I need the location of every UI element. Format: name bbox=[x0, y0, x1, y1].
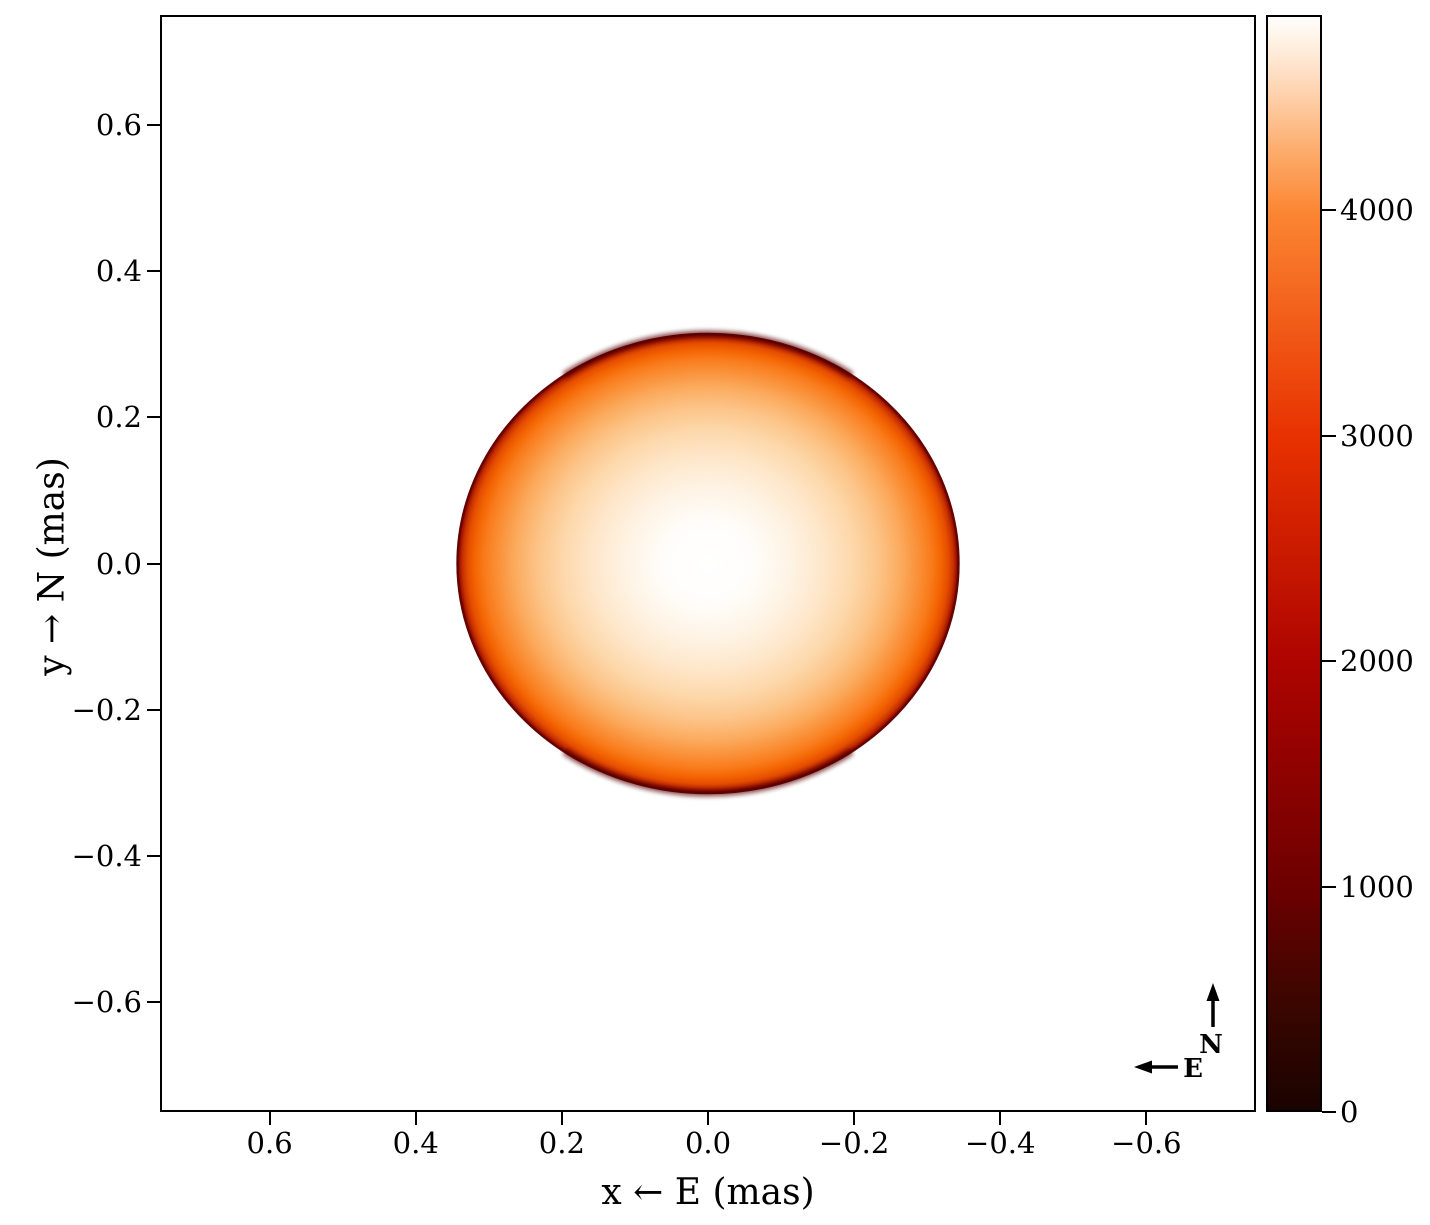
y-tick bbox=[147, 416, 160, 419]
plot-canvas: N E bbox=[456, 330, 1223, 1084]
disk-polar-limb-top bbox=[562, 330, 854, 379]
compass-east-label: E bbox=[1183, 1054, 1203, 1084]
y-tick bbox=[147, 562, 160, 565]
colorbar-tick bbox=[1322, 1111, 1336, 1113]
compass: N E bbox=[1134, 983, 1223, 1084]
colorbar-tick bbox=[1322, 885, 1336, 888]
colorbar-tick-label: 2000 bbox=[1340, 644, 1414, 679]
y-tick-label: −0.6 bbox=[71, 985, 142, 1020]
y-tick-label: 0.0 bbox=[95, 546, 142, 581]
colorbar-tick bbox=[1322, 209, 1336, 212]
y-tick-label: −0.2 bbox=[71, 692, 142, 727]
colorbar-tick bbox=[1322, 434, 1336, 437]
x-tick-label: 0.2 bbox=[538, 1126, 585, 1160]
compass-north-label: N bbox=[1199, 1030, 1223, 1060]
x-axis-label: x ← E (mas) bbox=[601, 1172, 815, 1213]
colorbar-tick-label: 0 bbox=[1340, 1095, 1359, 1129]
x-tick bbox=[414, 1112, 417, 1125]
colorbar-tick-label: 4000 bbox=[1340, 193, 1414, 228]
y-tick-label: −0.4 bbox=[71, 839, 142, 874]
x-tick bbox=[707, 1112, 709, 1125]
y-tick bbox=[147, 855, 160, 858]
colorbar-tick bbox=[1322, 660, 1336, 663]
x-tick-label: −0.6 bbox=[1111, 1126, 1182, 1160]
plot-area: N E bbox=[160, 15, 1256, 1112]
north-arrowhead-icon bbox=[1206, 983, 1220, 1001]
y-tick bbox=[147, 1001, 160, 1004]
colorbar-tick-label: 1000 bbox=[1340, 869, 1414, 904]
disk-polar-limb-bottom bbox=[562, 748, 854, 797]
east-arrowhead-icon bbox=[1134, 1060, 1152, 1074]
x-tick-label: 0.6 bbox=[246, 1126, 293, 1160]
x-tick bbox=[853, 1112, 856, 1125]
colorbar-tick-label: 3000 bbox=[1340, 418, 1414, 453]
x-tick bbox=[268, 1112, 271, 1125]
x-tick bbox=[999, 1112, 1002, 1125]
y-tick bbox=[147, 269, 160, 272]
y-tick-label: 0.4 bbox=[95, 253, 142, 288]
x-tick bbox=[560, 1112, 563, 1125]
stellar-disk bbox=[456, 332, 960, 795]
x-tick-label: 0.4 bbox=[392, 1126, 439, 1160]
y-tick-label: 0.2 bbox=[95, 400, 142, 435]
y-tick bbox=[147, 708, 160, 711]
x-tick-label: −0.4 bbox=[965, 1126, 1036, 1160]
x-tick-label: 0.0 bbox=[684, 1126, 732, 1160]
colorbar bbox=[1266, 15, 1322, 1112]
x-tick-label: −0.2 bbox=[818, 1126, 890, 1160]
y-tick-label: 0.6 bbox=[95, 107, 142, 142]
y-tick bbox=[147, 123, 160, 126]
x-tick bbox=[1145, 1112, 1148, 1125]
